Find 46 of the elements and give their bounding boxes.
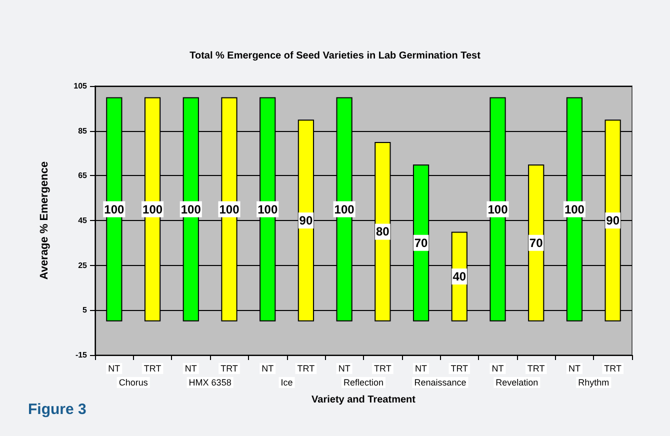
x-tick-label: TRT xyxy=(144,364,162,374)
data-label: 100 xyxy=(219,202,240,216)
data-label: 100 xyxy=(142,202,163,216)
x-tick-label: TRT xyxy=(604,364,622,374)
data-label: 70 xyxy=(414,236,428,250)
x-tick-label: NT xyxy=(415,364,428,374)
y-tick-label: -15 xyxy=(75,350,88,360)
text: Chorus xyxy=(118,378,148,388)
text: HMX 6358 xyxy=(188,378,232,388)
data-label: 100 xyxy=(258,202,278,216)
text: Reflection xyxy=(343,378,384,388)
data-label: 100 xyxy=(180,202,202,216)
y-tick-label: 85 xyxy=(78,126,88,136)
chart-title: Total % Emergence of Seed Varieties in Lab Germination Test xyxy=(190,50,482,62)
text: Rhythm xyxy=(578,378,610,388)
x-tick-label: NT xyxy=(492,364,504,374)
data-label: 90 xyxy=(299,214,313,228)
x-tick-label: TRT xyxy=(450,364,469,374)
x-axis-title: Variety and Treatment xyxy=(312,394,416,406)
x-tick-label: NT xyxy=(184,364,198,374)
x-tick-label: TRT xyxy=(374,364,392,374)
x-tick-label: TRT xyxy=(220,364,238,374)
x-tick-label: TRT xyxy=(527,364,546,374)
y-tick-label: 5 xyxy=(82,306,88,315)
data-label: 80 xyxy=(376,224,390,239)
y-tick-label: 65 xyxy=(78,171,88,180)
text: Revelation xyxy=(496,378,538,388)
x-tick-label: NT xyxy=(568,364,581,374)
x-tick-label: NT xyxy=(262,364,274,374)
text: Renaissance xyxy=(414,378,466,388)
data-label: 70 xyxy=(529,236,544,250)
data-label: 100 xyxy=(104,202,125,216)
x-tick-label: NT xyxy=(338,364,351,374)
data-label: 100 xyxy=(564,202,585,216)
y-tick-label: 105 xyxy=(74,82,88,90)
data-label: 100 xyxy=(334,202,355,216)
data-label: 40 xyxy=(452,270,466,284)
y-tick-label: 45 xyxy=(78,216,88,225)
text: Ice xyxy=(280,378,293,388)
x-tick-label: NT xyxy=(108,364,121,374)
data-label: 90 xyxy=(606,214,620,228)
x-tick-label: TRT xyxy=(297,364,316,374)
caption: Figure 3 xyxy=(28,401,86,418)
y-tick-label: 25 xyxy=(78,260,88,270)
y-axis-title: Average % Emergence xyxy=(38,161,50,280)
data-label: 100 xyxy=(488,202,508,216)
